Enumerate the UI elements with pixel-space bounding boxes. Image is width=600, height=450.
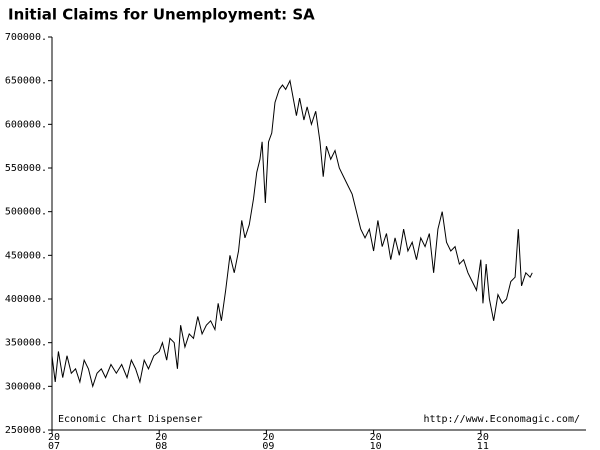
x-tick-label: 10 bbox=[370, 441, 382, 450]
x-tick-label: 09 bbox=[262, 441, 274, 450]
x-tick-label: 20 bbox=[262, 432, 274, 443]
y-tick-label: 300000. bbox=[5, 381, 47, 392]
x-tick-label: 20 bbox=[48, 432, 60, 443]
x-tick-label: 20 bbox=[370, 432, 382, 443]
y-tick-label: 550000. bbox=[5, 163, 47, 174]
x-tick-label: 20 bbox=[477, 432, 489, 443]
y-tick-label: 600000. bbox=[5, 119, 47, 130]
y-tick-label: 400000. bbox=[5, 294, 47, 305]
y-tick-label: 700000. bbox=[5, 32, 47, 43]
line-series bbox=[51, 79, 533, 389]
y-tick-label: 450000. bbox=[5, 250, 47, 261]
x-tick-label: 07 bbox=[48, 441, 60, 450]
y-tick-label: 350000. bbox=[5, 338, 47, 349]
y-tick-label: 650000. bbox=[5, 76, 47, 87]
annotation: http://www.Economagic.com/ bbox=[423, 414, 580, 425]
x-tick-label: 08 bbox=[155, 441, 167, 450]
chart-title: Initial Claims for Unemployment: SA bbox=[8, 6, 315, 24]
annotation: Economic Chart Dispenser bbox=[58, 414, 203, 425]
y-tick-label: 500000. bbox=[5, 207, 47, 218]
x-tick-label: 20 bbox=[155, 432, 167, 443]
x-tick-label: 11 bbox=[477, 441, 489, 450]
y-tick-label: 250000. bbox=[5, 425, 47, 436]
